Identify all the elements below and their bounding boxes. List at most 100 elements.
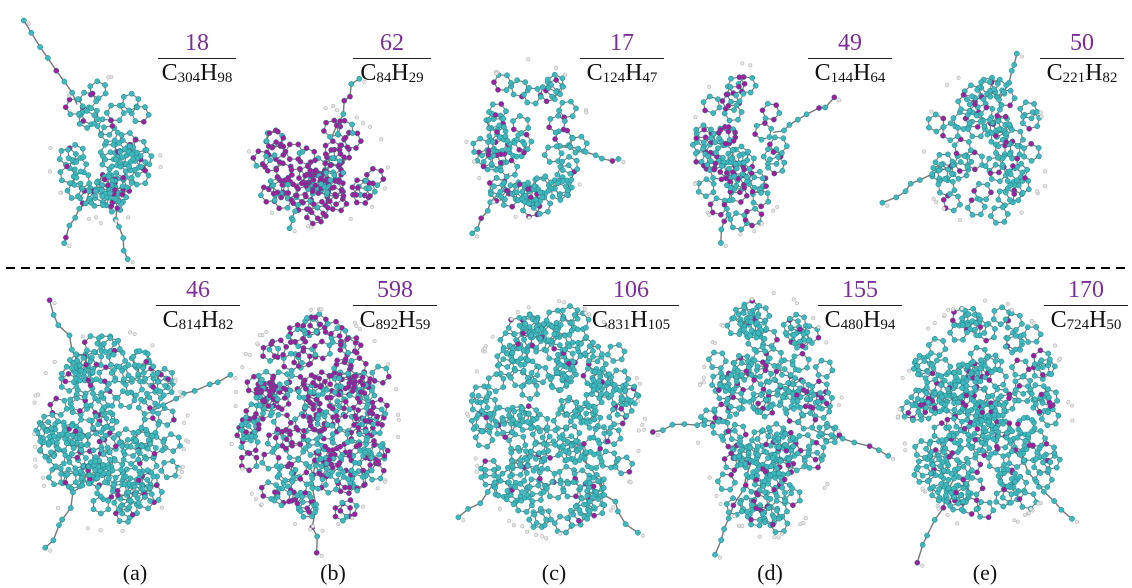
carbon-atom — [815, 404, 822, 411]
defect-atom — [381, 453, 388, 459]
carbon-atom — [478, 474, 485, 481]
carbon-atom — [1032, 396, 1038, 403]
carbon-atom — [74, 357, 81, 364]
carbon-atom — [376, 451, 383, 458]
hydrogen-atom — [885, 203, 890, 208]
defect-atom — [114, 205, 121, 212]
carbon-atom — [106, 449, 113, 456]
hydrogen-atom — [475, 234, 480, 239]
hydrogen-atom — [515, 310, 520, 315]
carbon-atom — [506, 412, 512, 419]
defect-atom — [983, 337, 989, 344]
carbon-atom — [578, 133, 585, 140]
carbon-atom — [739, 360, 745, 366]
carbon-atom — [473, 384, 479, 391]
defect-atom — [328, 394, 334, 401]
carbon-atom — [529, 491, 536, 497]
carbon-atom — [981, 203, 988, 210]
carbon-atom — [1019, 190, 1026, 196]
carbon-atom — [493, 405, 500, 412]
hydrogen-atom — [732, 514, 737, 519]
carbon-atom — [558, 397, 565, 404]
carbon-atom — [533, 407, 540, 413]
hydrogen-atom — [811, 315, 816, 321]
carbon-atom — [571, 367, 577, 374]
carbon-atom — [717, 365, 724, 371]
carbon-atom — [1048, 371, 1055, 377]
hydrogen-atom — [736, 523, 741, 529]
carbon-atom — [721, 526, 727, 532]
defect-atom — [307, 360, 314, 367]
defect-atom — [525, 403, 532, 409]
carbon-atom — [931, 517, 938, 523]
carbon-atom — [515, 507, 522, 514]
defect-atom — [66, 96, 73, 103]
carbon-atom — [1023, 446, 1030, 453]
carbon-atom — [119, 102, 126, 109]
carbon-atom — [295, 457, 302, 463]
carbon-atom — [725, 509, 732, 516]
carbon-atom — [1038, 416, 1045, 422]
carbon-atom — [991, 205, 998, 212]
defect-atom — [300, 433, 307, 440]
defect-atom — [103, 364, 109, 371]
carbon-atom — [102, 82, 108, 88]
carbon-atom — [292, 416, 298, 423]
carbon-atom — [489, 437, 496, 443]
carbon-atom — [546, 493, 553, 500]
carbon-atom — [718, 537, 725, 543]
carbon-atom — [590, 434, 597, 441]
carbon-atom — [701, 422, 708, 428]
carbon-atom — [977, 196, 983, 203]
carbon-atom — [749, 437, 755, 444]
carbon-atom — [737, 461, 744, 468]
carbon-atom — [135, 448, 142, 454]
carbon-atom — [730, 495, 736, 502]
defect-atom — [1025, 366, 1032, 373]
carbon-atom — [761, 519, 768, 526]
carbon-atom — [959, 418, 965, 425]
carbon-atom — [724, 322, 731, 329]
carbon-atom — [551, 96, 558, 103]
carbon-atom — [710, 180, 717, 187]
carbon-atom — [947, 191, 953, 197]
carbon-atom — [527, 395, 533, 402]
carbon-atom — [369, 369, 376, 376]
carbon-atom — [58, 370, 65, 377]
defect-atom — [310, 379, 316, 386]
carbon-atom — [786, 315, 793, 322]
defect-atom — [1016, 496, 1023, 502]
carbon-atom — [1022, 438, 1029, 444]
hydrogen-atom — [527, 215, 532, 220]
carbon-atom — [1039, 364, 1046, 371]
carbon-atom — [567, 170, 574, 177]
carbon-atom — [135, 404, 142, 411]
carbon-atom — [524, 419, 531, 425]
hydrogen-atom — [776, 535, 781, 540]
defect-atom — [302, 172, 308, 179]
defect-atom — [346, 453, 353, 459]
carbon-atom — [120, 456, 127, 463]
defect-atom — [342, 398, 349, 405]
defect-atom — [309, 188, 316, 195]
defect-atom — [799, 343, 806, 349]
carbon-atom — [1037, 331, 1044, 338]
defect-atom — [341, 154, 347, 161]
carbon-atom — [744, 509, 751, 515]
defect-atom — [974, 469, 980, 476]
carbon-atom — [728, 436, 735, 443]
carbon-atom — [558, 150, 565, 157]
carbon-atom — [801, 463, 808, 470]
carbon-atom — [98, 132, 104, 139]
carbon-atom — [509, 429, 515, 435]
carbon-atom — [324, 189, 330, 196]
defect-atom — [502, 434, 509, 440]
defect-atom — [297, 441, 304, 448]
carbon-atom — [102, 479, 108, 486]
carbon-atom — [747, 444, 754, 451]
carbon-atom — [986, 463, 993, 470]
carbon-atom — [750, 404, 757, 411]
carbon-atom — [760, 483, 767, 489]
carbon-atom — [745, 148, 752, 155]
